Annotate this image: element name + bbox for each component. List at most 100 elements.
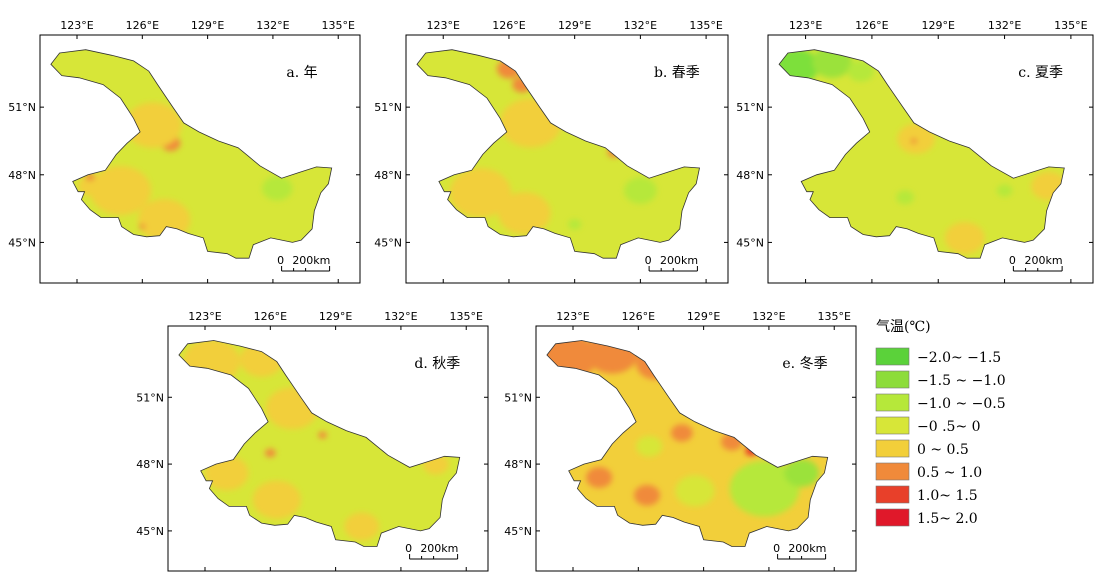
legend-swatch [875,439,910,458]
map-panels: 123°E 126°E 129°E 132°E 135°E 51°N 48°N 45°N a. … [8,19,1094,572]
map-panel-a: 123°E 126°E 129°E 132°E 135°E 51°N 48°N 45°N a. … [8,19,361,284]
temperature-zone [729,460,800,517]
legend-item: 0 ~ 0.5 [875,439,969,458]
temperature-zone [498,192,551,235]
scale-zero-label: 0 [645,254,652,267]
legend-label: 1.0~ 1.5 [917,488,978,504]
x-tick-label: 132°E [752,310,785,323]
x-tick-label: 123°E [188,310,221,323]
region-outline [778,49,1065,259]
temperature-zone [262,176,293,201]
legend-label: 0 ~ 0.5 [917,442,969,458]
legend-item: −1.5 ~ −1.0 [875,370,1006,389]
temperature-zone [910,138,918,144]
scale-distance-label: 200km [660,254,698,267]
temperature-zone [784,459,819,487]
legend-label: −0 .5~ 0 [917,419,981,435]
region-fill [779,49,1065,259]
x-tick-label: 126°E [126,19,159,32]
temperature-zone [78,176,103,196]
temperature-zone [318,431,327,439]
temperature-zone [586,467,613,488]
scale-distance-label: 200km [292,254,330,267]
temperature-zone [623,177,657,204]
legend-item: 1.5~ 2.0 [875,508,978,527]
y-tick-label: 45°N [8,236,36,249]
region-outline [416,49,700,259]
x-tick-label: 129°E [319,310,352,323]
panel-label: b. 春季 [654,65,700,81]
legend-item: −0 .5~ 0 [875,416,981,435]
x-tick-label: 126°E [254,310,287,323]
y-tick-label: 51°N [374,101,402,114]
x-tick-label: 135°E [322,19,355,32]
temperature-zone [264,448,276,458]
x-tick-label: 123°E [427,19,460,32]
region-outline [50,49,333,259]
temperature-zone [944,221,985,254]
map-panel-d: 123°E 126°E 129°E 132°E 135°E 51°N 48°N 45°N d. … [136,310,489,572]
y-tick-label: 51°N [136,391,164,404]
x-tick-label: 129°E [558,19,591,32]
scale-distance-label: 200km [1025,254,1063,267]
scale-bar: 0 200km [277,254,330,272]
scale-distance-label: 200km [788,542,826,555]
y-tick-label: 45°N [736,236,764,249]
map-panel-e: 123°E 126°E 129°E 132°E 135°E 51°N 48°N 45°N e. … [504,310,857,572]
y-tick-label: 48°N [374,169,402,182]
temperature-zone [449,168,512,218]
temperature-zone [896,190,914,205]
temperature-zone [897,123,935,154]
y-tick-label: 45°N [136,525,164,538]
legend-label: −2.0~ −1.5 [917,350,1001,366]
map-panel-b: 123°E 126°E 129°E 132°E 135°E 51°N 48°N 45°N b. … [374,19,729,284]
map-panel-c: 123°E 126°E 129°E 132°E 135°E 51°N 48°N 45°N c. … [736,19,1094,284]
legend-label: 0.5 ~ 1.0 [917,465,982,481]
panel-label: e. 冬季 [782,356,827,372]
scale-zero-label: 0 [1009,254,1016,267]
scale-distance-label: 200km [420,542,458,555]
legend-item: 0.5 ~ 1.0 [875,462,982,481]
region-outline [546,340,829,547]
temperature-zone [139,224,146,230]
x-tick-label: 132°E [384,310,417,323]
temperature-zone [996,184,1013,197]
legend: 气温(℃) −2.0~ −1.5 −1.5 ~ −1.0 −1.0 ~ −0.5 −0… [875,319,1006,527]
legend-swatch [875,347,910,366]
region-fill [178,340,460,547]
y-tick-label: 51°N [8,101,36,114]
legend-label: 1.5~ 2.0 [917,511,978,527]
legend-swatch [875,370,910,389]
legend-item: −1.0 ~ −0.5 [875,393,1006,412]
legend-item: 1.0~ 1.5 [875,485,978,504]
scale-bar: 0 200km [773,542,826,560]
panel-label: c. 夏季 [1018,65,1063,81]
scale-bar: 0 200km [1009,254,1063,272]
temperature-zone [847,60,875,82]
y-tick-label: 51°N [736,101,764,114]
scale-zero-label: 0 [405,542,412,555]
x-tick-label: 135°E [1054,19,1087,32]
temperature-zone [344,512,380,541]
x-tick-label: 129°E [922,19,955,32]
temperature-zone [636,435,663,457]
y-tick-label: 48°N [8,169,36,182]
panel-label: a. 年 [286,65,317,81]
temperature-zone [124,102,182,148]
x-tick-label: 123°E [60,19,93,32]
temperature-zone [90,166,152,215]
y-tick-label: 48°N [736,169,764,182]
panel-label: d. 秋季 [414,356,460,372]
legend-swatch [875,508,910,527]
x-tick-label: 132°E [624,19,657,32]
temperature-zone [675,475,715,507]
temperature-zone [670,424,693,442]
legend-swatch [875,462,910,481]
legend-label: −1.5 ~ −1.0 [917,373,1006,389]
legend-swatch [875,485,910,504]
y-tick-label: 48°N [136,458,164,471]
legend-items: −2.0~ −1.5 −1.5 ~ −1.0 −1.0 ~ −0.5 −0 .5~ 0… [875,347,1006,527]
legend-label: −1.0 ~ −0.5 [917,396,1006,412]
scale-zero-label: 0 [773,542,780,555]
